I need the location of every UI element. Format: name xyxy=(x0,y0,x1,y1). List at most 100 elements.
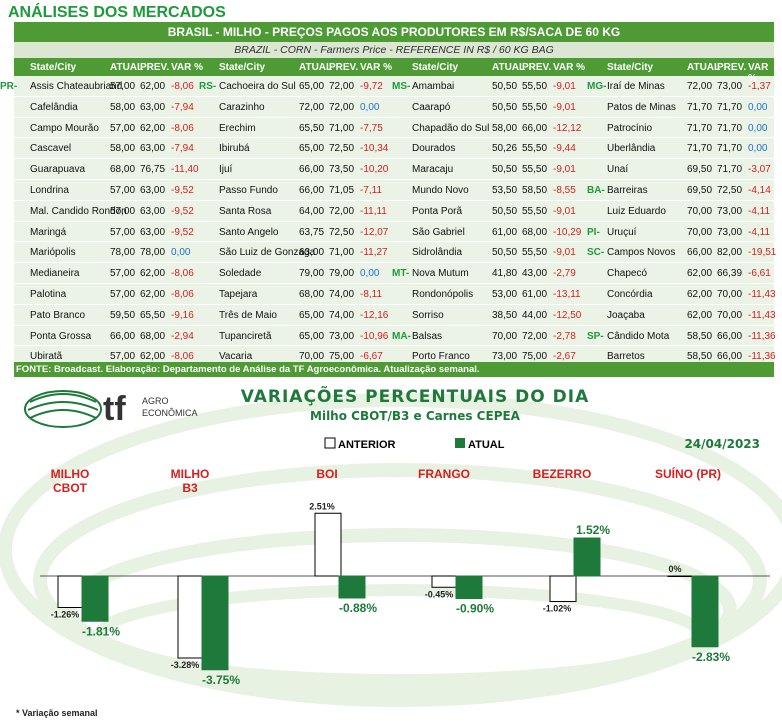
data-label-atual: -3.75% xyxy=(202,673,240,687)
cell-var: -11,40 xyxy=(171,164,199,176)
cell-atual: 68,00 xyxy=(299,288,325,300)
cell-atual: 57,00 xyxy=(110,288,136,300)
cell-var: -12,12 xyxy=(553,122,582,134)
cell-atual: 68,00 xyxy=(110,164,136,176)
bar-atual xyxy=(201,575,229,671)
cell-atual: 58,50 xyxy=(687,330,713,342)
cell-var: -9,44 xyxy=(553,143,576,155)
column-header: VAR % xyxy=(360,62,393,73)
cell-var: -2,79 xyxy=(553,268,576,280)
cell-var: -10,34 xyxy=(360,143,389,155)
variation-chart: tf AGRO ECONÔMICA VARIAÇÕES PERCENTUAIS … xyxy=(0,384,782,707)
cell-var: -11,36 xyxy=(748,351,776,363)
cell-city: Medianeira xyxy=(30,268,80,280)
cell-state: PR- xyxy=(0,81,18,92)
cell-state: MA- xyxy=(392,330,411,342)
cell-city: Londrina xyxy=(30,184,69,196)
cell-city: Balsas xyxy=(412,330,443,342)
cell-var: -2,78 xyxy=(553,330,576,342)
category-label: FRANGO xyxy=(418,467,470,481)
cell-var: -19,51 xyxy=(748,247,777,259)
cell-prev: 43,00 xyxy=(522,268,548,280)
column-header: VAR % xyxy=(553,62,586,73)
cell-prev: 55,50 xyxy=(522,81,548,92)
cell-atual: 53,00 xyxy=(492,288,518,300)
cell-city: Maringá xyxy=(30,226,67,238)
data-label-atual: 1.52% xyxy=(576,523,610,537)
cell-var: -9,01 xyxy=(553,101,576,113)
cell-prev: 72,00 xyxy=(522,330,548,342)
cell-atual: 70,00 xyxy=(687,205,713,217)
cell-atual: 50,50 xyxy=(492,81,518,92)
cell-prev: 71,70 xyxy=(717,101,743,113)
cell-var: -10,96 xyxy=(360,330,389,342)
cell-atual: 50,50 xyxy=(492,164,518,176)
cell-var: -13,11 xyxy=(553,288,581,300)
cell-city: Santa Rosa xyxy=(219,205,272,217)
cell-city: Sidrolândia xyxy=(412,247,463,259)
cell-var: -9,01 xyxy=(553,247,576,259)
price-table: BRASIL - MILHO - PREÇOS PAGOS AOS PRODUT… xyxy=(0,22,777,377)
cell-var: -3,07 xyxy=(748,164,771,176)
cell-city: Nova Mutum xyxy=(412,268,469,280)
cell-atual: 50,26 xyxy=(492,143,518,155)
cell-prev: 62,00 xyxy=(140,268,166,280)
column-header: PREV. xyxy=(717,62,747,73)
cell-prev: 68,00 xyxy=(140,330,166,342)
column-header: State/City xyxy=(412,62,459,73)
cell-city: Campos Novos xyxy=(607,247,676,259)
cell-prev: 79,00 xyxy=(329,268,355,280)
cell-prev: 62,00 xyxy=(140,351,166,363)
cell-city: Caarapó xyxy=(412,101,451,113)
chart-subtitle: Milho CBOT/B3 e Carnes CEPEA xyxy=(310,409,521,423)
cell-city: Passo Fundo xyxy=(219,184,278,196)
cell-city: Pato Branco xyxy=(30,309,86,321)
table-source: FONTE: Broadcast. Elaboração: Departamen… xyxy=(14,362,774,377)
cell-prev: 70,00 xyxy=(717,288,743,300)
category-label: BOI xyxy=(316,467,337,481)
cell-atual: 57,00 xyxy=(110,268,136,280)
category-label: CBOT xyxy=(53,481,88,495)
cell-var: -11,43 xyxy=(748,309,776,321)
cell-city: Chapadão do Sul xyxy=(412,122,490,134)
data-label-atual: -0.88% xyxy=(339,601,377,615)
cell-var: -12,07 xyxy=(360,226,389,238)
category-label: SUÍNO (PR) xyxy=(655,466,721,481)
cell-city: Ponta Porã xyxy=(412,205,463,217)
cell-prev: 73,00 xyxy=(717,81,743,92)
cell-atual: 66,00 xyxy=(299,164,325,176)
logo-text: tf xyxy=(103,390,126,428)
table-row: PR- Assis Chateaubriand 57,00 62,00 -8,06 RS-… xyxy=(0,76,774,97)
table-row: Guarapuava 68,00 76,75 -11,40 Ijuí 66,00 73,50… xyxy=(14,159,774,180)
cell-prev: 71,05 xyxy=(329,184,355,196)
cell-atual: 58,00 xyxy=(492,122,518,134)
table-row: Maringá 57,00 63,00 -9,52 Santo Angelo 63,75 7… xyxy=(14,222,774,243)
cell-atual: 58,50 xyxy=(687,351,713,363)
category-label: B3 xyxy=(182,481,198,495)
cell-atual: 50,50 xyxy=(492,205,518,217)
data-label-atual: -1.81% xyxy=(82,624,120,638)
cell-atual: 38,50 xyxy=(492,309,518,321)
cell-var: 0,00 xyxy=(171,247,191,259)
cell-city: Santo Angelo xyxy=(219,226,279,238)
bar-atual xyxy=(691,575,719,648)
cell-atual: 63,75 xyxy=(299,226,325,238)
cell-city: Tupanciretã xyxy=(219,330,272,342)
cell-city: Três de Maio xyxy=(219,309,277,321)
cell-city: Uruçuí xyxy=(607,226,637,238)
cell-var: -7,94 xyxy=(171,101,194,113)
cell-prev: 66,39 xyxy=(717,268,743,280)
cell-prev: 55,50 xyxy=(522,164,548,176)
bar-atual xyxy=(455,575,483,599)
data-label-anterior: -0.45% xyxy=(425,589,454,599)
cell-atual: 65,00 xyxy=(299,143,325,155)
cell-prev: 72,50 xyxy=(329,143,355,155)
cell-atual: 66,00 xyxy=(299,184,325,196)
column-header: ATUAL xyxy=(492,62,526,73)
column-header: ATUAL xyxy=(110,62,144,73)
cell-atual: 71,70 xyxy=(687,122,713,134)
cell-atual: 73,00 xyxy=(492,351,518,363)
cell-city: Patrocínio xyxy=(607,122,653,134)
cell-city: Ubiratã xyxy=(30,351,63,363)
cell-prev: 55,50 xyxy=(522,205,548,217)
